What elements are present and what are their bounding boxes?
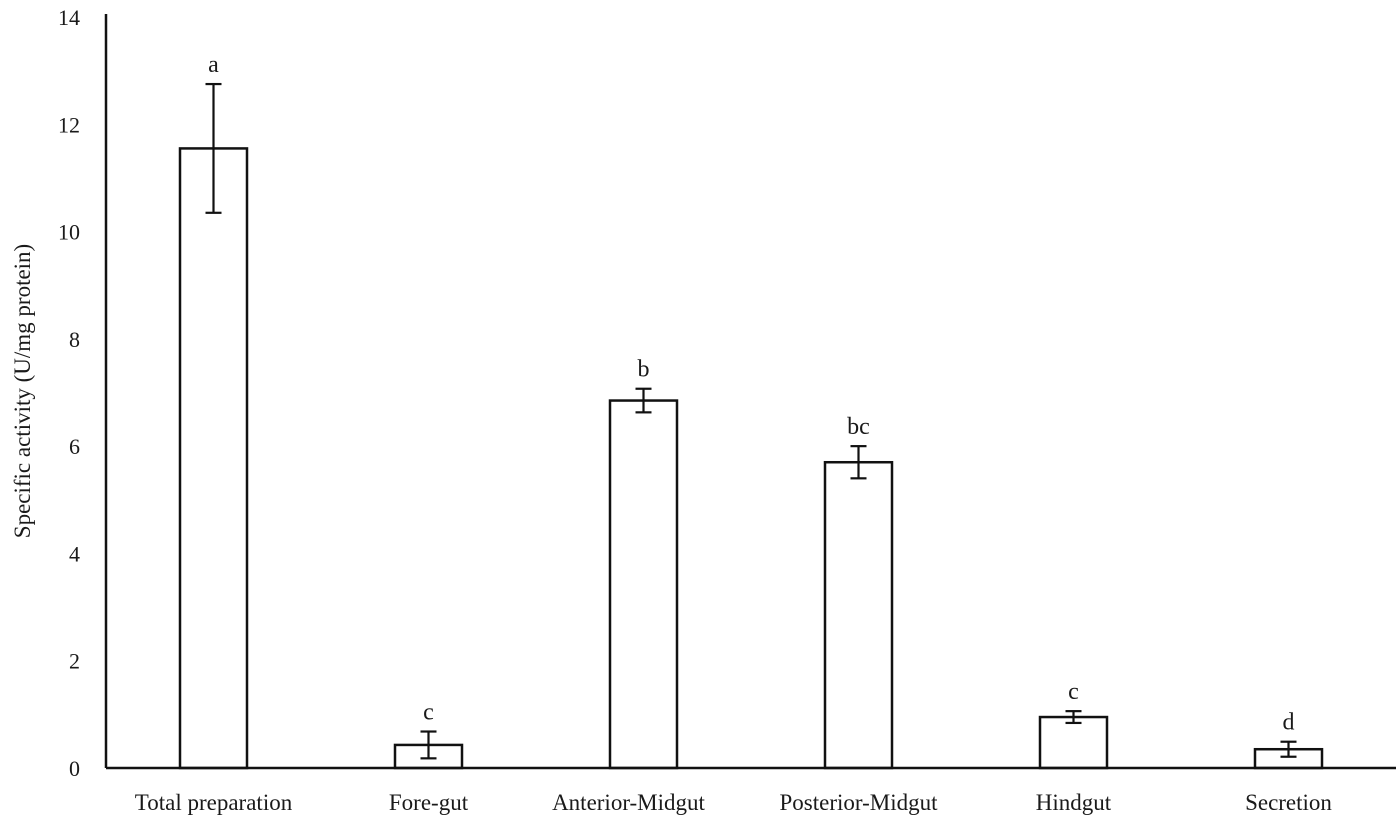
bar-group: d — [1253, 710, 1324, 770]
significance-letter: c — [423, 700, 434, 726]
y-tick-label: 8 — [69, 327, 80, 352]
bars: a c b bc c d — [178, 52, 1324, 770]
y-axis-title: Specific activity (U/mg protein) — [10, 244, 35, 538]
significance-letter: d — [1283, 710, 1295, 736]
y-tick-label: 0 — [69, 756, 80, 781]
y-tick-label: 10 — [58, 220, 80, 245]
x-category-label: Secretion — [1245, 790, 1332, 815]
y-tick-label: 6 — [69, 434, 80, 459]
error-bar — [635, 387, 652, 414]
x-category-label: Total preparation — [135, 790, 293, 815]
significance-letter: a — [208, 52, 219, 78]
bar — [608, 399, 679, 770]
bar — [1038, 715, 1109, 770]
x-category-label: Posterior-Midgut — [780, 790, 939, 815]
error-bar — [420, 730, 437, 760]
significance-letter: c — [1068, 679, 1079, 705]
error-bar — [850, 445, 867, 480]
y-tick-label: 2 — [69, 649, 80, 674]
bar-group: c — [393, 700, 464, 770]
significance-letter: b — [638, 357, 650, 383]
error-bar — [1280, 740, 1297, 758]
y-tick-label: 4 — [69, 541, 80, 566]
y-tick-label: 14 — [58, 5, 80, 30]
x-category-label: Anterior-Midgut — [552, 790, 705, 815]
y-tick-label: 12 — [58, 112, 80, 137]
bar-group: bc — [823, 414, 894, 770]
bar — [823, 460, 894, 770]
y-axis-ticks: 0 2 4 6 8 10 12 14 — [58, 5, 80, 781]
significance-letter: bc — [847, 414, 870, 440]
x-category-label: Hindgut — [1036, 790, 1112, 815]
x-category-label: Fore-gut — [389, 790, 469, 815]
bar-group: b — [608, 357, 679, 770]
bar-group: c — [1038, 679, 1109, 770]
error-bar — [205, 82, 222, 214]
bar — [178, 147, 249, 770]
x-axis-labels: Total preparation Fore-gut Anterior-Midgut… — [135, 790, 1333, 815]
error-bar — [1065, 710, 1082, 725]
bar-group: a — [178, 52, 249, 770]
